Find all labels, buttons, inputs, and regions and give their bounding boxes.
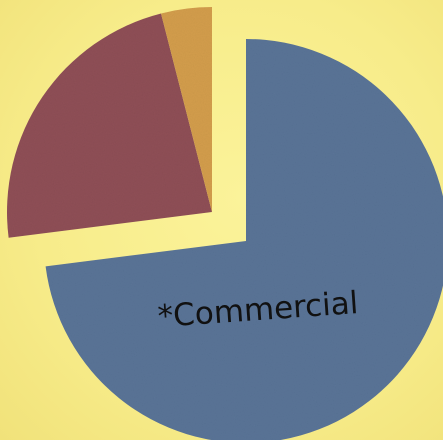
pie-slice-1 xyxy=(45,39,443,440)
pie-slice-3 xyxy=(161,6,212,212)
pie-slice-2 xyxy=(7,13,212,238)
pie-slices xyxy=(7,6,443,440)
